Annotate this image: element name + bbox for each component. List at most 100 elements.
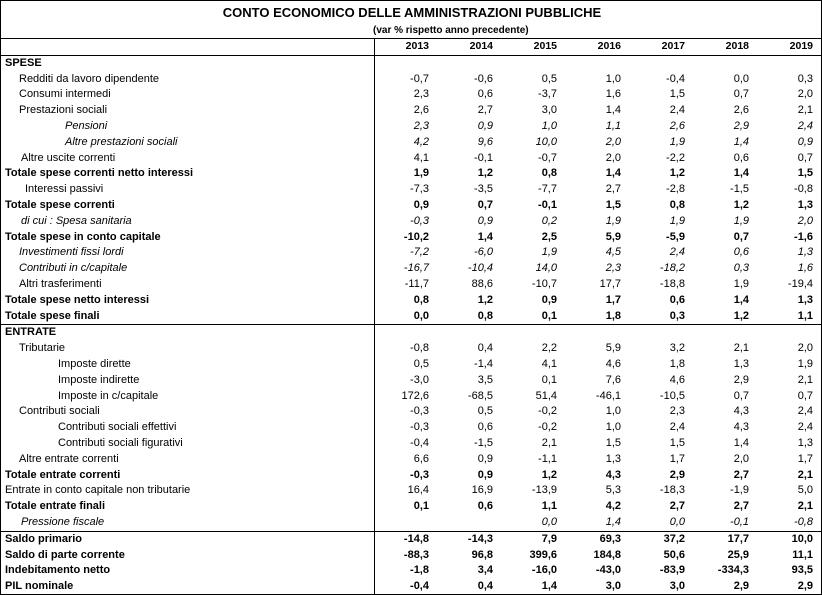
value-cell: 1,0 (605, 72, 621, 85)
value-cell: 1,5 (605, 198, 621, 211)
value-cell: -5,9 (666, 230, 685, 243)
value-cell: -7,7 (538, 183, 557, 196)
value-cell: -83,9 (659, 564, 685, 577)
value-cell: 4,6 (605, 357, 621, 370)
value-cell: 1,4 (605, 167, 621, 180)
value-cell: 0,9 (477, 214, 493, 227)
value-cell: -46,1 (595, 389, 621, 402)
value-cell: 0,7 (477, 198, 493, 211)
value-cell: 0,5 (413, 357, 429, 370)
value-cell: 1,4 (605, 515, 621, 528)
value-cell: 0,9 (477, 119, 493, 132)
value-cell: 399,6 (529, 548, 557, 561)
table-row: Consumi intermedi 2,3 0,6 -3,7 1,6 1,5 0,7 2,0 (1, 87, 822, 104)
row-label: Altri trasferimenti (1, 276, 375, 293)
value-cell: 2,7 (477, 104, 493, 117)
table-row: Interessi passivi -7,3 -3,5 -7,7 2,7 -2,8 -1,5… (1, 182, 822, 198)
value-cell: 1,0 (605, 421, 621, 434)
value-cell (374, 515, 438, 531)
value-cell: 1,7 (797, 452, 813, 465)
value-cell: 2,4 (669, 246, 685, 259)
value-cell: 4,5 (605, 246, 621, 259)
value-cell: 3,5 (477, 373, 493, 386)
value-cell: -16,7 (403, 262, 429, 275)
value-cell: 5,9 (605, 230, 621, 243)
value-cell: 0,0 (541, 515, 557, 528)
table-row: Indebitamento netto -1,8 3,4 -16,0 -43,0 -83,… (1, 563, 822, 580)
value-cell: 2,2 (541, 342, 557, 355)
value-cell (566, 324, 630, 342)
value-cell: 0,4 (477, 580, 493, 593)
value-cell (758, 324, 822, 342)
table-row: PIL nominale -0,4 0,4 1,4 3,0 3,0 2,9 2,9 (1, 579, 822, 595)
value-cell: 2,5 (541, 230, 557, 243)
value-cell: 2,7 (669, 500, 685, 513)
value-cell: 7,9 (502, 530, 566, 548)
value-cell: -88,3 (403, 548, 429, 561)
row-label: Imposte indirette (1, 372, 375, 389)
value-cell: 4,6 (669, 373, 685, 386)
value-cell (630, 324, 694, 342)
header-row: 2013 2014 2015 2016 2017 2018 2019 (1, 38, 822, 56)
value-cell (438, 324, 502, 342)
value-cell: -0,7 (410, 72, 429, 85)
row-label: Totale spese netto interessi (1, 292, 375, 309)
value-cell: 0,6 (733, 246, 749, 259)
table-row: Totale entrate finali 0,1 0,6 1,1 4,2 2,7 2,7 2… (1, 499, 822, 515)
value-cell: 0,0 (733, 72, 749, 85)
row-label: Saldo primario (1, 530, 375, 548)
column-header: 2019 (758, 38, 822, 56)
value-cell: 0,6 (733, 151, 749, 164)
value-cell: 1,2 (669, 167, 685, 180)
value-cell: 2,0 (605, 151, 621, 164)
value-cell: -10,4 (467, 262, 493, 275)
value-cell: -0,4 (410, 580, 429, 593)
row-label: Totale entrate correnti (1, 467, 375, 484)
value-cell: 3,0 (605, 580, 621, 593)
value-cell: 1,2 (541, 468, 557, 481)
value-cell: 14,0 (535, 262, 557, 275)
table-row: Contributi sociali effettivi -0,3 0,6 -0,2 1… (1, 420, 822, 436)
value-cell: 1,7 (605, 293, 621, 306)
value-cell: 1,9 (413, 167, 429, 180)
value-cell: -2,8 (666, 183, 685, 196)
row-label: Entrate in conto capitale non tributarie (1, 483, 375, 500)
table-row: Investimenti fissi lordi -7,2 -6,0 1,9 4,5 2,… (1, 245, 822, 262)
value-cell: -0,3 (410, 405, 429, 418)
row-label: ENTRATE (1, 324, 375, 342)
value-cell: 0,8 (669, 198, 685, 211)
row-label: Contributi sociali figurativi (1, 435, 375, 452)
value-cell: -1,1 (538, 452, 557, 465)
value-cell: 0,8 (477, 309, 493, 322)
row-label: Indebitamento netto (1, 563, 375, 580)
value-cell: 2,0 (605, 135, 621, 148)
value-cell (438, 55, 502, 71)
row-label: Totale spese correnti (1, 197, 375, 214)
value-cell: 37,2 (630, 530, 694, 548)
value-cell: -0,3 (410, 468, 429, 481)
value-cell: 1,8 (605, 309, 621, 322)
table-row: ENTRATE (1, 324, 822, 342)
value-cell: -18,3 (659, 484, 685, 497)
value-cell: -18,2 (659, 262, 685, 275)
table-row: SPESE (1, 55, 822, 72)
value-cell: 1,1 (605, 119, 621, 132)
value-cell: 3,0 (541, 104, 557, 117)
value-cell: -0,1 (538, 198, 557, 211)
row-label: SPESE (1, 55, 375, 72)
table-row: Totale spese finali 0,0 0,8 0,1 1,8 0,3 1,2 1,1 (1, 308, 822, 325)
table-subtitle: (var % rispetto anno precedente) (373, 25, 529, 36)
value-cell (502, 324, 566, 342)
value-cell (694, 324, 758, 342)
table-row: Totale spese in conto capitale -10,2 1,4 2,… (1, 229, 822, 246)
value-cell: 1,9 (797, 357, 813, 370)
table-row: Totale spese correnti netto interessi 1,9… (1, 166, 822, 183)
value-cell: 16,9 (471, 484, 493, 497)
value-cell: 0,7 (797, 389, 813, 402)
value-cell: -0,2 (538, 405, 557, 418)
value-cell: 0,9 (541, 293, 557, 306)
value-cell: 11,1 (792, 548, 813, 561)
value-cell: -0,1 (730, 515, 749, 528)
value-cell: 1,0 (541, 119, 557, 132)
value-cell: 1,8 (669, 357, 685, 370)
